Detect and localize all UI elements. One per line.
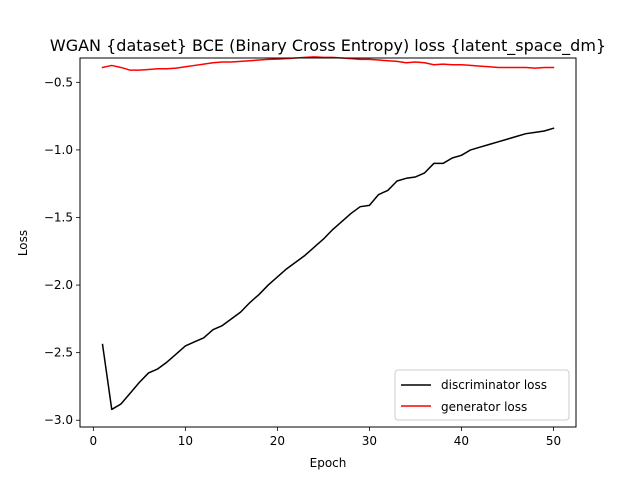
series-line-discriminator-loss <box>101 127 555 411</box>
ticks: 0 10 20 30 40 50 −3.0 −2.5 −2.0 −1.5 −1.0 −0.5 <box>44 75 561 448</box>
chart-title: WGAN {dataset} BCE (Binary Cross Entropy… <box>50 36 606 56</box>
series-line-generator-loss <box>101 56 555 71</box>
legend-box <box>394 369 570 421</box>
x-tick-label: 20 <box>270 434 285 448</box>
y-tick-label: −1.5 <box>44 210 73 224</box>
y-axis-label: Loss <box>16 230 30 256</box>
y-tick-label: −2.0 <box>44 278 73 292</box>
x-tick-label: 50 <box>546 434 561 448</box>
y-tick-label: −1.0 <box>44 143 73 157</box>
x-tick-label: 0 <box>90 434 98 448</box>
legend-label-generator-loss: generator loss <box>441 400 527 414</box>
y-tick-label: −0.5 <box>44 75 73 89</box>
x-tick-label: 10 <box>178 434 193 448</box>
legend-label-discriminator-loss: discriminator loss <box>441 378 547 392</box>
y-tick-label: −2.5 <box>44 346 73 360</box>
x-tick-label: 40 <box>454 434 469 448</box>
plot-area <box>101 56 555 411</box>
x-tick-label: 30 <box>362 434 377 448</box>
x-axis-label: Epoch <box>310 456 347 470</box>
legend: discriminator loss generator loss <box>394 369 570 421</box>
y-tick-label: −3.0 <box>44 413 73 427</box>
axes-frame <box>79 57 577 428</box>
